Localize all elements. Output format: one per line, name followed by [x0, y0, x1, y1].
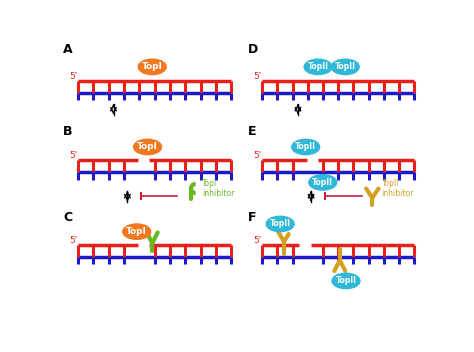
Text: E: E	[247, 125, 256, 138]
Text: TopI
inhibitor: TopI inhibitor	[202, 179, 234, 198]
Ellipse shape	[266, 216, 294, 232]
Text: 5': 5'	[69, 71, 78, 81]
Text: TopI: TopI	[142, 62, 163, 71]
Text: 5': 5'	[254, 151, 262, 160]
Text: TopII: TopII	[295, 143, 316, 151]
Ellipse shape	[331, 59, 359, 75]
Text: TopII: TopII	[336, 276, 356, 285]
Text: 5': 5'	[254, 71, 262, 81]
Text: C: C	[63, 211, 72, 224]
Ellipse shape	[304, 59, 332, 75]
Text: 5': 5'	[69, 151, 78, 160]
Ellipse shape	[134, 139, 162, 155]
Ellipse shape	[123, 224, 151, 239]
Text: TopII: TopII	[270, 219, 291, 228]
Text: A: A	[63, 43, 73, 56]
Ellipse shape	[309, 175, 337, 190]
Text: TopI: TopI	[126, 227, 147, 236]
Text: 5': 5'	[69, 235, 78, 245]
Text: D: D	[247, 43, 258, 56]
Ellipse shape	[332, 273, 360, 289]
Ellipse shape	[292, 139, 319, 155]
Text: TopII: TopII	[312, 178, 333, 187]
Text: TopII
inhibitor: TopII inhibitor	[382, 179, 414, 198]
Ellipse shape	[138, 59, 166, 75]
Text: TopI: TopI	[137, 143, 158, 151]
Text: TopII: TopII	[308, 62, 328, 71]
Text: B: B	[63, 125, 73, 138]
Text: 5': 5'	[254, 235, 262, 245]
Text: TopII: TopII	[335, 62, 356, 71]
Text: F: F	[247, 211, 256, 224]
